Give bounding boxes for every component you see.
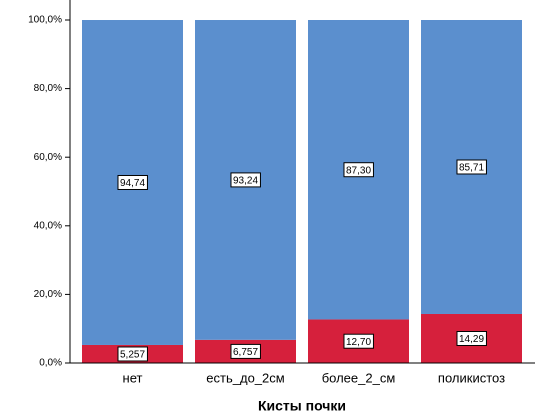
value-label: 12,70	[346, 337, 371, 348]
value-label-box	[230, 343, 261, 359]
value-label: 93,24	[233, 176, 258, 187]
value-label: 5,257	[120, 350, 145, 361]
y-tick-label: 60,0%	[34, 152, 62, 163]
y-tick-label: 0,0%	[39, 358, 62, 369]
x-tick-label: поликистоз	[438, 370, 505, 385]
x-tick-label: есть_до_2см	[206, 370, 284, 385]
value-label: 14,29	[459, 334, 484, 345]
value-label: 94,74	[120, 178, 145, 189]
y-tick-label: 80,0%	[34, 83, 62, 94]
y-tick-label: 100,0%	[28, 15, 62, 26]
value-label-box	[343, 162, 374, 178]
value-label-box	[343, 333, 374, 349]
value-label-box	[230, 172, 261, 188]
y-tick-label: 40,0%	[34, 220, 62, 231]
value-label-box	[117, 346, 148, 362]
value-label: 87,30	[346, 165, 371, 176]
x-axis-title: Кисты почки	[258, 398, 346, 414]
value-label-box	[456, 330, 487, 346]
x-tick-label: нет	[123, 370, 143, 385]
value-label: 6,757	[233, 347, 258, 358]
value-label: 85,71	[459, 163, 484, 174]
y-tick-label: 20,0%	[34, 289, 62, 300]
value-label-box	[117, 174, 148, 190]
value-label-box	[456, 159, 487, 175]
x-tick-label: более_2_см	[322, 370, 396, 385]
